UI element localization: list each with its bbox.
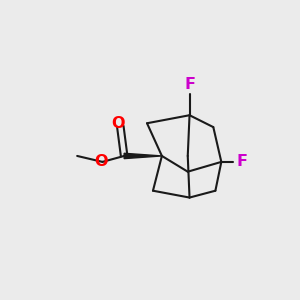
Text: O: O	[111, 116, 124, 131]
Text: O: O	[94, 154, 108, 169]
Text: F: F	[237, 154, 248, 169]
Text: F: F	[184, 77, 195, 92]
Polygon shape	[124, 153, 162, 159]
